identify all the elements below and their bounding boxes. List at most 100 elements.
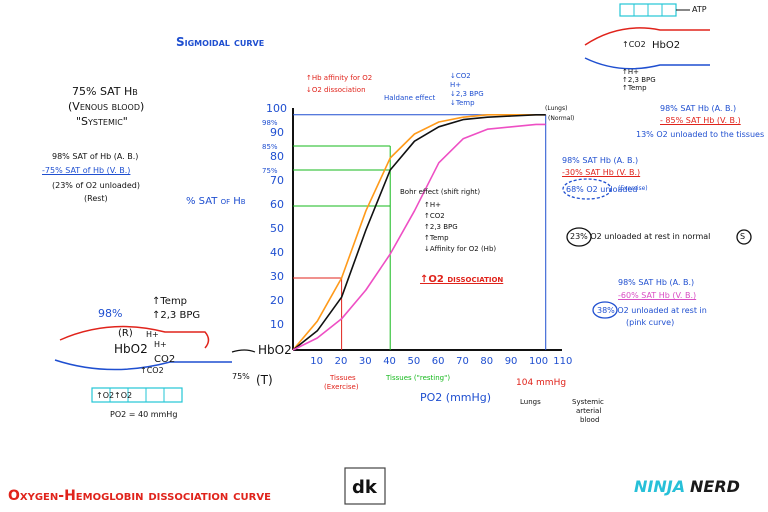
rc-co2: ↑CO2 (622, 40, 646, 49)
rp2-l3: 68% O2 unloaded (566, 185, 638, 194)
rp1-l3: 13% O2 unloaded to the tissues (636, 130, 765, 139)
cap-bpg: ↑2,3 BPG (152, 310, 201, 321)
y-axis-label: % SAT of Hb (186, 196, 246, 207)
o2-dissociation-small: ↓O2 dissociation (306, 86, 366, 94)
curve-0 (292, 114, 546, 351)
curve-1 (292, 114, 546, 351)
bohr-3: ↑2,3 BPG (424, 223, 458, 231)
x-tick-100: 100 (529, 356, 549, 367)
o2-dissociation-big: ↑O2 dissociation (420, 274, 504, 285)
cap-r: (R) (118, 328, 133, 339)
systemic-1: Systemic (572, 398, 604, 406)
lungs-label: (Lungs) (545, 105, 568, 112)
rc-h: ↑H+ (622, 68, 639, 76)
tissue-cells-left (91, 387, 183, 403)
cap-98: 98% (98, 307, 123, 320)
bottom-title: Oxygen-Hemoglobin dissociation curve (8, 488, 271, 504)
systemic-2: arterial (576, 407, 602, 415)
arrow-to-hbo2 (231, 349, 256, 353)
page-title: Sigmoidal curve (176, 35, 265, 49)
y-tick-50: 50 (270, 222, 284, 235)
cloud-68 (562, 178, 612, 200)
venous-sat: 75% SAT Hb (72, 85, 138, 98)
cap-temp: ↑Temp (152, 296, 188, 307)
capillary-right-red (584, 27, 710, 46)
haldane-2: H+ (450, 81, 462, 89)
y-tick-70: 70 (270, 174, 284, 187)
exercise-label: (Exercise) (324, 383, 359, 391)
y-tick-30: 30 (270, 270, 284, 283)
circle-23 (566, 227, 592, 247)
cap-co2: CO2 (154, 354, 176, 365)
cap-hplus-1: H+ (146, 330, 159, 339)
systemic-3: blood (580, 416, 600, 424)
rp2-l1: 98% SAT Hb (A. B.) (562, 156, 639, 165)
nerd-logo: NERD (690, 477, 740, 496)
rp3: 23% O2 unloaded at rest in normal (570, 232, 711, 241)
x-tick-10: 10 (310, 356, 324, 367)
x-tick-60: 60 (431, 356, 445, 367)
haldane-effect: Haldane effect (384, 94, 436, 102)
rc-bpg: ↑2,3 BPG (622, 76, 656, 84)
rp4-l4: (pink curve) (626, 318, 675, 327)
x-axis-label: PO2 (mmHg) (420, 391, 492, 404)
haldane-3: ↓2,3 BPG (450, 90, 484, 98)
capillary-right-blue (584, 57, 710, 70)
x-tick-70: 70 (456, 356, 469, 367)
x-tick-80: 80 (480, 356, 494, 367)
x-tick-90: 90 (504, 356, 518, 367)
cap-t: (T) (256, 373, 273, 387)
cap-o2-2: ↑O2 (114, 391, 133, 400)
x-tick-20: 20 (334, 356, 348, 367)
bohr-2: ↑CO2 (424, 212, 445, 220)
x-tick-50: 50 (407, 356, 421, 367)
curves (292, 114, 546, 351)
rp4-l3: 38% O2 unloaded at rest in (597, 306, 707, 315)
ninja-logo: NINJA (634, 477, 686, 496)
normal-label: (Normal) (548, 115, 575, 122)
y-label-75: 75% (262, 167, 278, 175)
y-tick-40: 40 (270, 246, 284, 259)
bohr-title: Bohr effect (shift right) (400, 188, 481, 196)
cap-75: 75% (232, 372, 250, 381)
rc-atp: ATP (692, 5, 707, 14)
bohr-4: ↑Temp (424, 234, 449, 242)
tissues-resting: Tissues ("resting") (386, 374, 451, 382)
rp1-l2: - 85% SAT Hb (V. B.) (660, 116, 741, 125)
y-tick-60: 60 (270, 198, 284, 211)
left-ab: 98% SAT of Hb (A. B.) (52, 152, 139, 161)
rp2-l2: -30% SAT Hb (V. B.) (562, 168, 641, 177)
circle-s (736, 229, 752, 245)
dk-logo-box (344, 467, 386, 505)
hb-affinity: ↑Hb affinity for O2 (306, 74, 373, 82)
systemic-label: "Systemic" (76, 115, 128, 128)
bohr-5: ↓Affinity for O2 (Hb) (424, 245, 497, 253)
rp1-l1: 98% SAT Hb (A. B.) (660, 104, 737, 113)
rc-hbo2: HbO2 (652, 40, 681, 51)
y-tick-100: 100 (266, 102, 287, 115)
y-label-98: 98% (262, 119, 278, 127)
left-unloaded: (23% of O2 unloaded) (52, 181, 140, 190)
curve-2 (292, 123, 546, 351)
rp3-s: S (740, 232, 746, 241)
haldane-1: ↓CO2 (450, 72, 471, 80)
haldane-4: ↓Temp (450, 99, 475, 107)
cap-co2-up: ↑CO2 (140, 366, 164, 375)
x-tick-40: 40 (383, 356, 396, 367)
venous-blood: (Venous blood) (68, 100, 145, 113)
left-vb: -75% SAT of Hb (V. B.) (42, 166, 131, 175)
x-tick-110: 110 (553, 356, 573, 367)
rp4-l1: 98% SAT Hb (A. B.) (618, 278, 695, 287)
cap-po2: PO2 = 40 mmHg (110, 410, 178, 419)
y-label-85: 85% (262, 143, 278, 151)
x-tick-30: 30 (358, 356, 372, 367)
dk-logo: dk (352, 477, 377, 498)
bohr-1: ↑H+ (424, 201, 441, 209)
rp4-l2: -60% SAT Hb (V. B.) (618, 291, 697, 300)
y-tick-20: 20 (270, 294, 284, 307)
left-rest: (Rest) (84, 194, 108, 203)
y-tick-80: 80 (270, 150, 284, 163)
circle-38 (592, 301, 618, 319)
rc-temp: ↑Temp (622, 84, 647, 92)
